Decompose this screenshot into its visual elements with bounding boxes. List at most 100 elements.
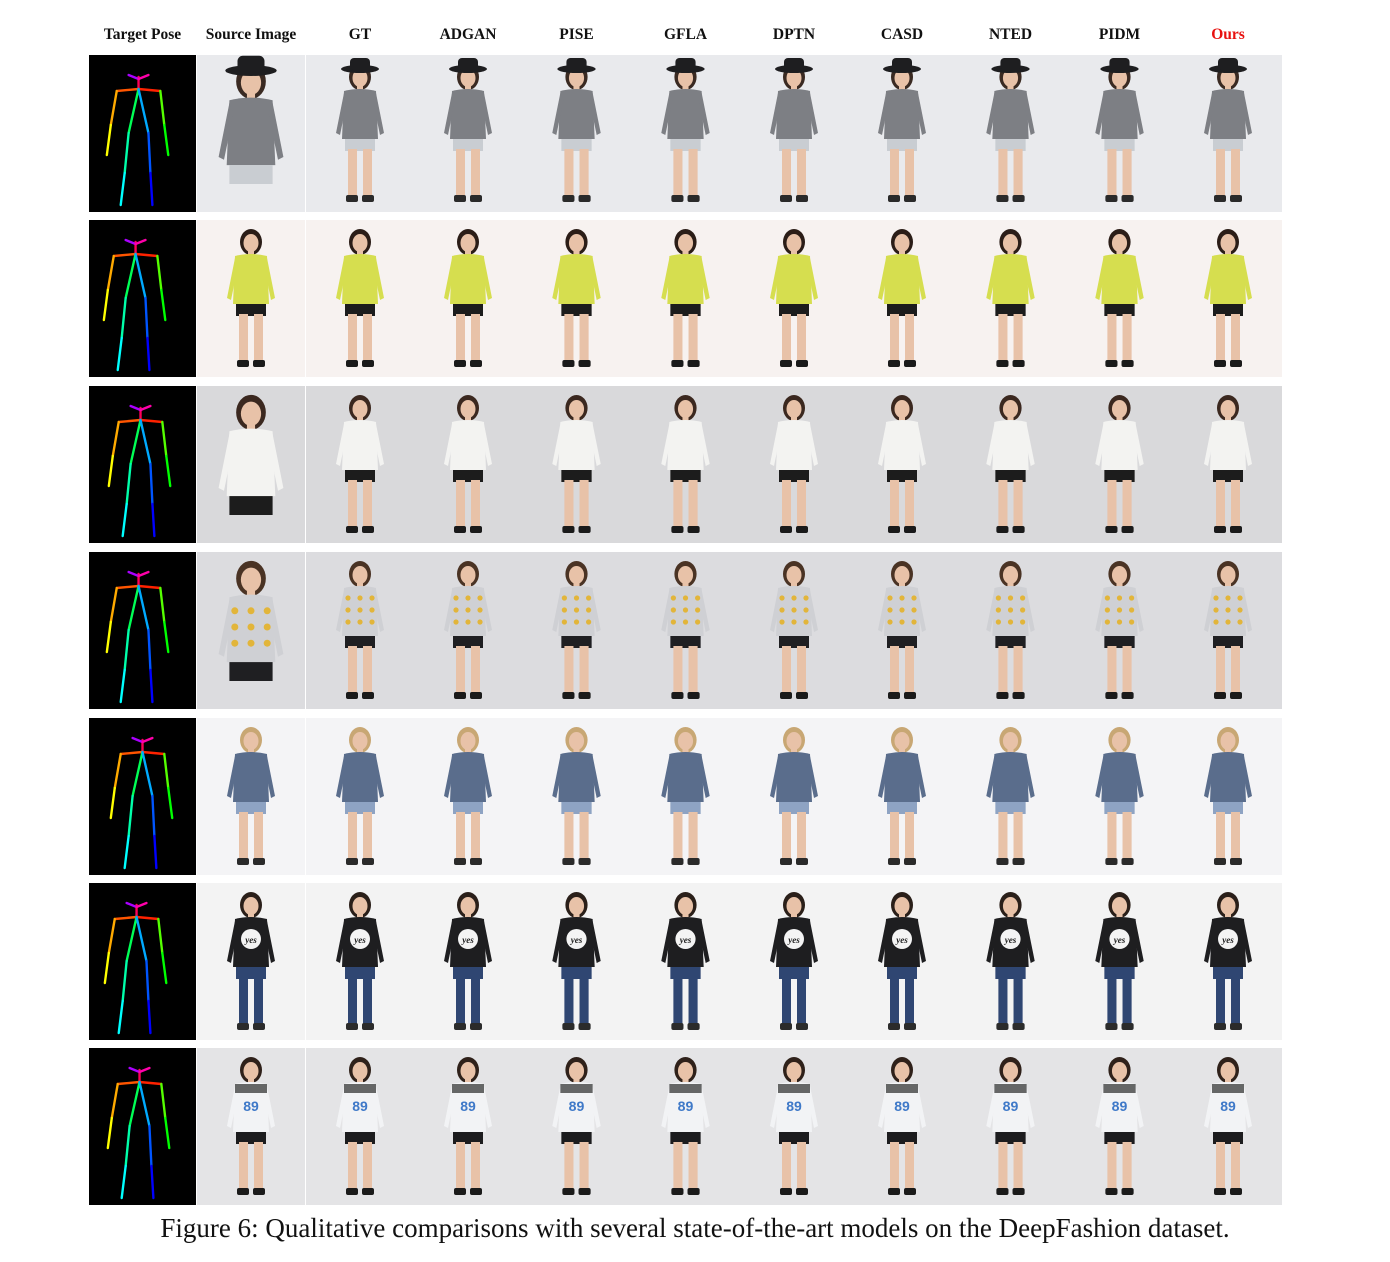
svg-text:yes: yes [895, 935, 908, 945]
generated-image-pise: 89 [522, 1048, 631, 1205]
generated-image-pidm: yes [1065, 883, 1174, 1040]
svg-text:89: 89 [1003, 1098, 1019, 1114]
generated-image-pidm [1065, 386, 1174, 543]
generated-image-gt: yes [306, 883, 414, 1040]
generated-image-pise: yes [522, 883, 631, 1040]
target-pose-image [89, 883, 196, 1040]
svg-text:89: 89 [678, 1098, 694, 1114]
generated-image-adgan [414, 220, 522, 377]
generated-image-casd: 89 [848, 1048, 956, 1205]
generated-image-gfla [631, 55, 740, 212]
svg-text:yes: yes [679, 935, 692, 945]
generated-image-gt [306, 220, 414, 377]
generated-image-ours [1174, 552, 1282, 709]
column-header-casd: CASD [880, 26, 924, 43]
column-header-target-pose: Target Pose [103, 26, 182, 43]
generated-image-casd [848, 552, 956, 709]
svg-text:89: 89 [1112, 1098, 1128, 1114]
generated-image-ours [1174, 55, 1282, 212]
generated-image-adgan: 89 [414, 1048, 522, 1205]
svg-text:yes: yes [1113, 935, 1126, 945]
column-header-source-image: Source Image [205, 26, 297, 43]
column-header-gfla: GFLA [663, 26, 708, 43]
generated-image-gfla [631, 718, 740, 875]
svg-text:yes: yes [570, 935, 583, 945]
source-image [197, 55, 305, 212]
svg-text:89: 89 [1220, 1098, 1236, 1114]
generated-image-dptn: 89 [740, 1048, 848, 1205]
generated-image-pise [522, 55, 631, 212]
svg-text:89: 89 [894, 1098, 910, 1114]
generated-image-ours [1174, 718, 1282, 875]
column-header-pidm: PIDM [1098, 26, 1141, 43]
target-pose-image [89, 220, 196, 377]
generated-image-gfla: 89 [631, 1048, 740, 1205]
generated-image-adgan [414, 718, 522, 875]
generated-image-ours: yes [1174, 883, 1282, 1040]
generated-image-pidm [1065, 718, 1174, 875]
svg-text:89: 89 [569, 1098, 585, 1114]
generated-image-adgan [414, 386, 522, 543]
svg-text:yes: yes [787, 935, 800, 945]
generated-image-gfla: yes [631, 883, 740, 1040]
generated-image-casd [848, 386, 956, 543]
svg-text:89: 89 [460, 1098, 476, 1114]
column-header-ours: Ours [1211, 26, 1245, 43]
target-pose-image [89, 552, 196, 709]
svg-text:yes: yes [244, 935, 257, 945]
generated-image-adgan: yes [414, 883, 522, 1040]
generated-image-pise [522, 220, 631, 377]
source-image [197, 386, 305, 543]
generated-image-casd [848, 718, 956, 875]
source-image [197, 220, 305, 377]
column-header-pise: PISE [559, 26, 594, 43]
target-pose-image [89, 718, 196, 875]
column-header-nted: NTED [988, 26, 1033, 43]
generated-image-ours [1174, 220, 1282, 377]
generated-image-dptn [740, 552, 848, 709]
generated-image-dptn [740, 386, 848, 543]
generated-image-casd: yes [848, 883, 956, 1040]
svg-text:yes: yes [1221, 935, 1234, 945]
generated-image-nted: 89 [956, 1048, 1065, 1205]
generated-image-gt [306, 718, 414, 875]
generated-image-pidm [1065, 552, 1174, 709]
column-header-dptn: DPTN [772, 26, 816, 43]
target-pose-image [89, 386, 196, 543]
svg-text:89: 89 [352, 1098, 368, 1114]
generated-image-pidm [1065, 220, 1174, 377]
generated-image-nted [956, 220, 1065, 377]
generated-image-gfla [631, 220, 740, 377]
generated-image-pidm [1065, 55, 1174, 212]
svg-text:yes: yes [1004, 935, 1017, 945]
generated-image-dptn [740, 220, 848, 377]
generated-image-ours [1174, 386, 1282, 543]
generated-image-gt: 89 [306, 1048, 414, 1205]
column-header-gt: GT [348, 26, 372, 43]
generated-image-dptn: yes [740, 883, 848, 1040]
generated-image-pise [522, 552, 631, 709]
generated-image-adgan [414, 55, 522, 212]
generated-image-nted: yes [956, 883, 1065, 1040]
generated-image-ours: 89 [1174, 1048, 1282, 1205]
target-pose-image [89, 1048, 196, 1205]
svg-text:yes: yes [353, 935, 366, 945]
generated-image-nted [956, 718, 1065, 875]
generated-image-nted [956, 386, 1065, 543]
generated-image-nted [956, 552, 1065, 709]
svg-text:89: 89 [786, 1098, 802, 1114]
source-image [197, 718, 305, 875]
generated-image-gt [306, 386, 414, 543]
target-pose-image [89, 55, 196, 212]
generated-image-gfla [631, 386, 740, 543]
generated-image-pise [522, 718, 631, 875]
generated-image-pise [522, 386, 631, 543]
generated-image-adgan [414, 552, 522, 709]
column-header-adgan: ADGAN [439, 26, 497, 43]
source-image: yes [197, 883, 305, 1040]
generated-image-gfla [631, 552, 740, 709]
generated-image-pidm: 89 [1065, 1048, 1174, 1205]
generated-image-nted [956, 55, 1065, 212]
source-image: 89 [197, 1048, 305, 1205]
svg-text:yes: yes [461, 935, 474, 945]
